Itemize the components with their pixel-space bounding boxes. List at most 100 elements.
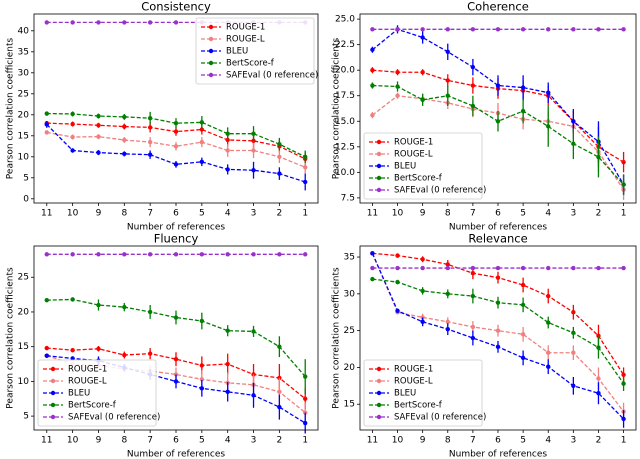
y-axis-label: Pearson correlation coefficients [6,38,16,180]
y-tick-label: 20 [344,363,356,373]
series-line [371,253,625,412]
point [199,120,205,125]
x-tick-label: 6 [495,209,501,219]
point [621,27,626,32]
x-tick-label: 4 [225,436,231,446]
x-tick-label: 8 [121,209,127,219]
point [44,20,49,25]
point [44,122,49,127]
point [199,159,205,165]
legend-label: BLEU [226,47,248,57]
point [571,310,576,315]
legend-marker [208,24,214,30]
point [251,329,256,334]
point [571,350,576,355]
y-tick-label: 20 [18,110,30,120]
point [173,162,179,167]
point [621,159,626,165]
point [395,93,400,98]
series-line [372,28,625,185]
x-tick-label: 5 [199,209,205,219]
x-tick-label: 1 [621,436,627,446]
x-tick-label: 6 [173,209,179,219]
point [596,265,601,271]
point [70,134,75,140]
point [596,391,601,396]
x-tick-label: 11 [367,436,378,446]
point [44,353,49,358]
x-tick-label: 4 [545,209,551,219]
point [199,386,205,391]
point [251,252,256,257]
point [303,420,308,426]
point [96,123,101,128]
x-axis-label: Number of references [127,223,226,233]
legend-label: ROUGE-L [226,35,265,45]
point [395,308,400,313]
legend-label: ROUGE-1 [68,365,107,375]
point [251,393,256,398]
point [520,27,526,32]
point [621,381,626,386]
legend-marker [376,175,382,181]
point [147,125,153,130]
legend-marker [376,151,382,157]
x-tick-label: 2 [596,209,602,219]
point [470,64,476,70]
x-tick-label: 1 [621,209,627,219]
point [122,304,127,310]
point [370,251,375,256]
point [546,320,551,325]
point [277,344,282,349]
point [199,377,205,382]
series-line [372,252,625,376]
point [199,318,205,324]
legend-label: ROUGE-L [68,377,107,387]
y-tick-label: 35 [344,253,355,263]
point [520,302,526,308]
legend-marker [376,187,382,193]
x-tick-label: 11 [41,436,52,446]
point [173,252,179,257]
point [173,315,179,320]
x-tick-label: 9 [96,436,102,446]
point [546,265,551,271]
point [445,49,450,54]
panel: Coherence Number of references Pearson cor… [332,0,637,233]
point [225,167,230,172]
point [571,27,576,32]
point [225,361,230,367]
point [445,78,450,83]
point [303,374,308,379]
legend-label: SAFEval (0 reference) [68,413,160,423]
point [70,148,75,153]
point [251,168,256,173]
panel: Consistency Number of references Pearson c… [6,0,319,233]
y-tick-label: 25.0 [335,15,355,25]
point [173,129,179,134]
x-tick-label: 4 [225,209,231,219]
point [470,83,476,88]
point [147,351,153,356]
point [420,315,425,320]
point [199,252,205,257]
legend-marker [376,139,382,145]
point [571,141,576,146]
axes-frame [359,245,637,431]
point [395,279,400,285]
point [122,124,127,129]
point [621,265,626,271]
point [445,27,450,32]
point [571,265,576,271]
point [370,265,375,271]
point [147,252,153,257]
point [520,265,526,271]
y-tick-label: 15 [344,400,355,410]
point [277,154,282,159]
point [395,27,400,32]
point [96,346,101,351]
point [495,83,501,88]
point [420,35,425,40]
y-axis-label: Pearson correlation coefficients [6,267,16,409]
